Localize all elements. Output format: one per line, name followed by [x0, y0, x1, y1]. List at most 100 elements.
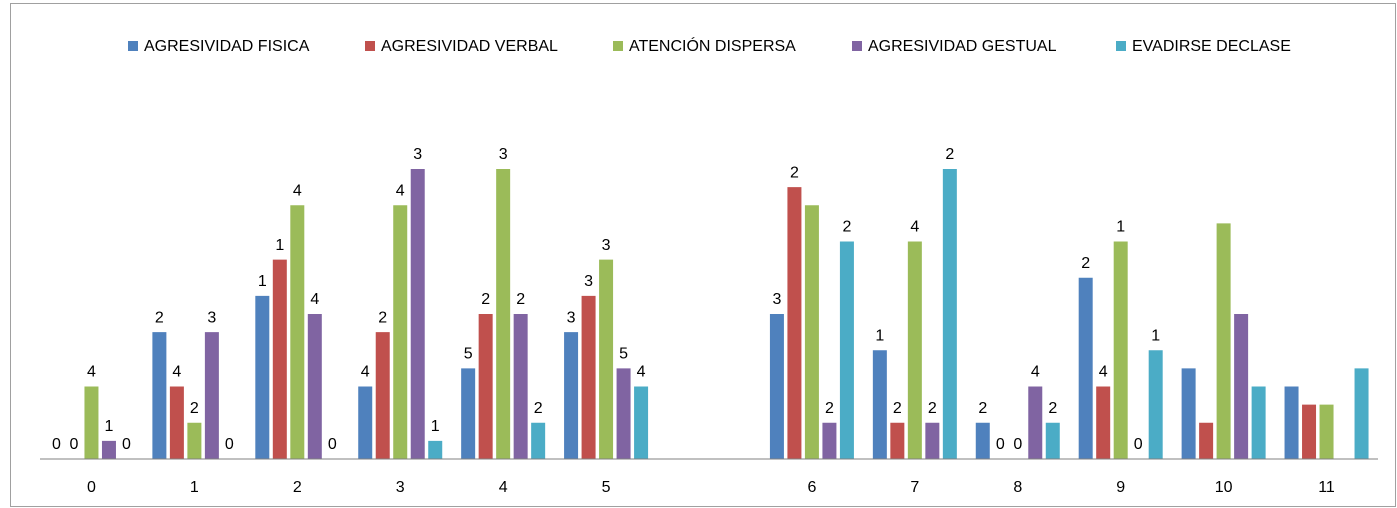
bar — [872, 350, 887, 459]
bar — [1199, 422, 1214, 459]
bar — [1319, 404, 1334, 459]
data-label: 3 — [772, 291, 781, 308]
bar — [942, 169, 957, 459]
legend-swatch — [613, 41, 623, 51]
data-label: 2 — [1048, 400, 1057, 417]
bar — [769, 314, 784, 459]
legend-label: AGRESIVIDAD VERBAL — [381, 38, 558, 55]
data-label: 1 — [1151, 327, 1160, 344]
x-tick-label: 5 — [602, 479, 611, 496]
legend-swatch — [1116, 41, 1126, 51]
data-label: 4 — [310, 291, 319, 308]
bar — [890, 422, 905, 459]
bar — [1078, 277, 1093, 459]
data-label: 4 — [637, 364, 646, 381]
data-label: 3 — [584, 273, 593, 290]
bar — [787, 187, 802, 459]
data-label: 1 — [431, 418, 440, 435]
bar — [1234, 314, 1249, 459]
x-tick-label: 9 — [1116, 479, 1125, 496]
bar — [1216, 223, 1231, 459]
bar — [1302, 404, 1317, 459]
legend-label: AGRESIVIDAD GESTUAL — [868, 38, 1057, 55]
data-label: 2 — [534, 400, 543, 417]
bar — [634, 386, 649, 459]
legend-swatch — [128, 41, 138, 51]
data-label: 1 — [275, 237, 284, 254]
x-tick-label: 4 — [499, 479, 508, 496]
data-label: 4 — [1031, 364, 1040, 381]
data-label: 2 — [190, 400, 199, 417]
data-label: 2 — [481, 291, 490, 308]
bar — [461, 368, 476, 459]
bar — [290, 205, 305, 459]
x-tick-label: 0 — [87, 479, 96, 496]
data-label: 5 — [619, 346, 628, 363]
data-label: 0 — [1013, 436, 1022, 453]
x-tick-label: 2 — [293, 479, 302, 496]
data-label: 0 — [70, 436, 79, 453]
data-label: 2 — [1081, 255, 1090, 272]
data-label: 2 — [893, 400, 902, 417]
bar — [1028, 386, 1043, 459]
data-label: 5 — [464, 346, 473, 363]
data-label: 4 — [293, 182, 302, 199]
bar — [975, 422, 990, 459]
data-label: 2 — [516, 291, 525, 308]
legend-label: ATENCIÓN DISPERSA — [629, 36, 796, 55]
data-label: 0 — [122, 436, 131, 453]
bar — [1148, 350, 1163, 459]
bar — [1181, 368, 1196, 459]
bar — [1284, 386, 1299, 459]
bar — [358, 386, 373, 459]
data-label: 3 — [413, 146, 422, 163]
bar — [1096, 386, 1111, 459]
bar — [187, 422, 202, 459]
data-label: 0 — [328, 436, 337, 453]
data-label: 4 — [361, 364, 370, 381]
x-tick-label: 8 — [1013, 479, 1022, 496]
data-label: 2 — [945, 146, 954, 163]
data-label: 2 — [842, 219, 851, 236]
bar — [581, 295, 596, 459]
bar — [307, 314, 322, 459]
bar — [599, 259, 614, 459]
data-label: 0 — [1134, 436, 1143, 453]
bar — [410, 169, 425, 459]
bar — [393, 205, 408, 459]
bar — [101, 440, 116, 459]
x-tick-label: 3 — [396, 479, 405, 496]
bar — [496, 169, 511, 459]
bar — [822, 422, 837, 459]
data-label: 0 — [225, 436, 234, 453]
bar — [1045, 422, 1060, 459]
data-label: 1 — [258, 273, 267, 290]
data-label: 4 — [910, 219, 919, 236]
data-label: 4 — [87, 364, 96, 381]
bar — [564, 332, 579, 459]
data-label: 4 — [172, 364, 181, 381]
data-label: 4 — [1099, 364, 1108, 381]
data-label: 2 — [155, 309, 164, 326]
bar — [152, 332, 167, 459]
bar — [375, 332, 390, 459]
bar — [1354, 368, 1369, 459]
legend-label: AGRESIVIDAD FISICA — [144, 38, 310, 55]
chart-frame — [10, 3, 1396, 507]
x-tick-label: 1 — [190, 479, 199, 496]
bar — [839, 241, 854, 459]
bar — [169, 386, 184, 459]
data-label: 0 — [996, 436, 1005, 453]
data-label: 1 — [105, 418, 114, 435]
bar — [531, 422, 546, 459]
data-label: 3 — [207, 309, 216, 326]
bar — [428, 440, 443, 459]
bar — [478, 314, 493, 459]
x-tick-label: 11 — [1318, 479, 1335, 496]
bar — [804, 205, 819, 459]
data-label: 2 — [978, 400, 987, 417]
legend-swatch — [852, 41, 862, 51]
legend-label: EVADIRSE DECLASE — [1132, 38, 1291, 55]
